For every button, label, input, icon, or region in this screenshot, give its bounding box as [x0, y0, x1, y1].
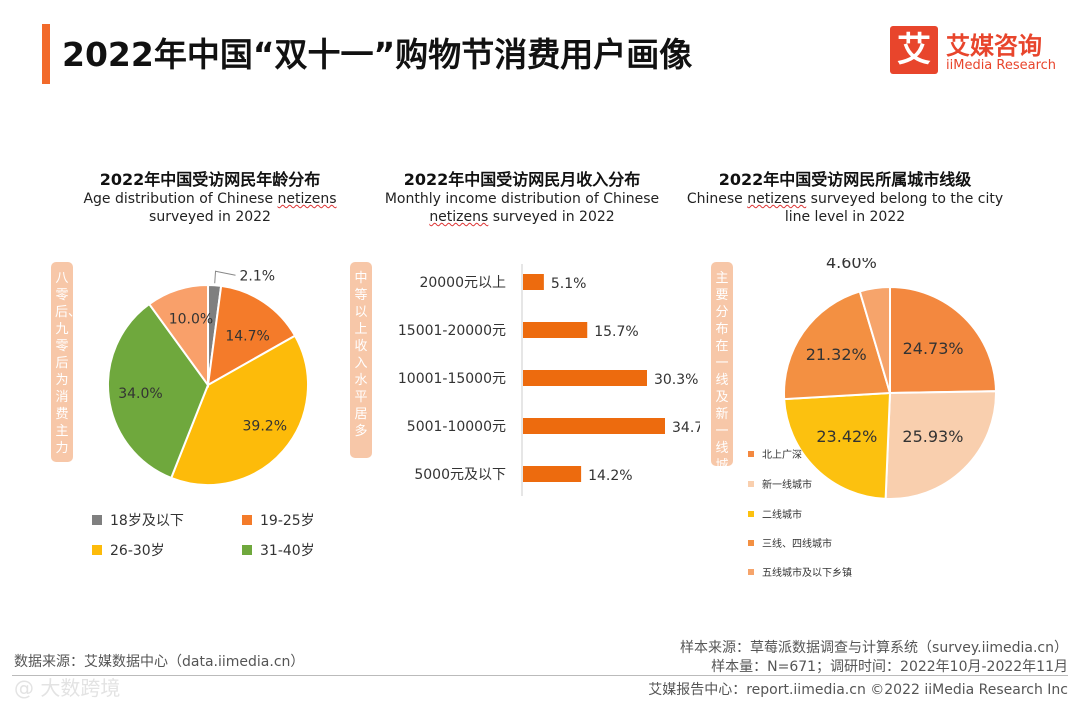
legend-label: 新一线城市	[762, 480, 812, 491]
legend-item: 19-25岁	[242, 510, 315, 530]
logo-text-en: iiMedia Research	[946, 58, 1057, 73]
bar-category-label: 15001-20000元	[398, 323, 506, 339]
legend-label: 18岁及以下	[110, 513, 184, 529]
legend-item: 二线城市	[748, 506, 802, 521]
pie-value-label: 39.2%	[243, 419, 287, 435]
watermark: @ 大数跨境	[14, 676, 121, 700]
pie-slice	[889, 285, 998, 395]
legend-item: 五线城市及以下乡镇	[748, 564, 852, 579]
income-chart-title: 2022年中国受访网民月收入分布 Monthly income distribu…	[372, 166, 672, 226]
city-subtitle-word: netizens	[747, 191, 807, 207]
city-chart-subtitle: Chinese netizens surveyed belong to the …	[680, 190, 1010, 208]
legend-label: 三线、四线城市	[762, 539, 832, 550]
bar-category-label: 5001-10000元	[407, 419, 506, 435]
pie-value-label: 4.60%	[826, 258, 877, 272]
pie-leader-line	[214, 270, 236, 284]
bar	[523, 274, 544, 290]
bar-value-label: 34.7%	[672, 420, 700, 436]
bar-value-label: 30.3%	[654, 372, 698, 388]
city-subtitle-part1b: surveyed belong to the city	[806, 191, 1004, 207]
income-chart-subtitle-line2: netizens surveyed in 2022	[372, 208, 672, 226]
pie-value-label: 21.32%	[806, 345, 867, 364]
city-subtitle-part1: Chinese	[686, 191, 748, 207]
legend-item: 26-30岁	[92, 540, 165, 560]
pie-value-label: 10.0%	[169, 311, 213, 327]
pie-slice	[206, 284, 297, 387]
legend-item: 北上广深	[748, 446, 802, 461]
city-pie-chart: 24.73% 25.93% 23.42% 21.32% 4.60%	[783, 258, 998, 500]
income-chart-subtitle: Monthly income distribution of Chinese	[384, 191, 660, 207]
age-chart-title-cn: 2022年中国受访网民年龄分布	[99, 170, 321, 189]
income-bar-chart: 20000元以上 5.1% 15001-20000元 15.7% 10001-15000…	[398, 264, 700, 496]
age-chart-subtitle-line2: surveyed in 2022	[149, 209, 271, 225]
pie-slice	[858, 285, 891, 394]
legend-label: 19-25岁	[260, 513, 315, 529]
logo-mark: 艾	[890, 26, 938, 74]
bar-value-label: 5.1%	[551, 276, 587, 292]
age-chart-subtitle: Age distribution of Chinese netizens	[60, 190, 360, 208]
legend-swatch	[242, 545, 252, 555]
legend-label: 26-30岁	[110, 543, 165, 559]
footer-divider	[12, 675, 1068, 676]
pie-value-label: 14.7%	[225, 328, 269, 344]
bar	[523, 322, 588, 338]
sample-source: 样本来源：草莓派数据调查与计算系统（survey.iimedia.cn）	[680, 640, 1068, 656]
legend-swatch	[748, 568, 754, 575]
legend-swatch	[748, 539, 754, 546]
age-pie-chart: 2.1% 14.7% 39.2% 34.0% 10.0%	[107, 270, 309, 486]
pie-value-label: 23.42%	[816, 427, 877, 446]
pie-slice	[783, 391, 892, 500]
logo-text-cn: 艾媒咨询	[946, 32, 1042, 60]
pie-value-label: 25.93%	[902, 427, 963, 446]
pie-slice	[884, 390, 997, 500]
pie-slice	[107, 302, 210, 480]
bar-value-label: 14.2%	[588, 468, 632, 484]
legend-swatch	[242, 515, 252, 525]
age-subtitle-part1: Age distribution of Chinese	[83, 191, 278, 207]
iimedia-logo: 艾 艾媒咨询 iiMedia Research	[890, 26, 1070, 82]
legend-swatch	[92, 545, 102, 555]
pie-slice	[169, 334, 309, 486]
pie-value-label: 24.73%	[903, 339, 964, 358]
legend-label: 北上广深	[762, 450, 802, 461]
city-side-note: 主要分布在一线及新一线城市	[711, 262, 733, 490]
bar-category-label: 20000元以上	[419, 275, 506, 291]
bar-category-label: 5000元及以下	[414, 467, 506, 483]
legend-label: 二线城市	[762, 510, 802, 521]
income-subtitle-word: netizens	[429, 209, 489, 225]
report-center: 艾媒报告中心：report.iimedia.cn ©2022 iiMedia R…	[648, 682, 1068, 698]
legend-label: 31-40岁	[260, 543, 315, 559]
income-subtitle-part2: surveyed in 2022	[488, 209, 615, 225]
legend-swatch	[92, 515, 102, 525]
legend-swatch	[748, 480, 754, 487]
pie-slice	[147, 283, 209, 389]
page-title: 2022年中国“双十一”购物节消费用户画像	[62, 35, 693, 74]
pie-slice	[783, 290, 892, 401]
legend-swatch	[748, 510, 754, 517]
age-subtitle-word: netizens	[277, 191, 337, 207]
bar	[523, 418, 665, 434]
age-chart-title: 2022年中国受访网民年龄分布 Age distribution of Chin…	[60, 166, 360, 226]
legend-swatch	[748, 450, 754, 457]
legend-item: 三线、四线城市	[748, 535, 832, 550]
bar	[523, 370, 647, 386]
legend-item: 18岁及以下	[92, 510, 184, 530]
sample-size: 样本量：N=671；调研时间：2022年10月-2022年11月	[711, 659, 1068, 675]
bar	[523, 466, 582, 482]
income-side-note: 中等以上收入水平居多	[350, 262, 372, 458]
title-accent-bar	[42, 24, 50, 84]
bar-value-label: 15.7%	[594, 324, 638, 340]
data-source: 数据来源：艾媒数据中心（data.iimedia.cn）	[14, 654, 305, 670]
city-chart-subtitle-line2: line level in 2022	[784, 209, 906, 225]
city-chart-title-cn: 2022年中国受访网民所属城市线级	[718, 170, 972, 189]
bar-category-label: 10001-15000元	[398, 371, 506, 387]
legend-item: 新一线城市	[748, 476, 812, 491]
pie-value-label: 2.1%	[240, 270, 276, 284]
age-side-note: 八零后、九零后为消费主力	[51, 262, 81, 462]
income-chart-title-cn: 2022年中国受访网民月收入分布	[403, 170, 641, 189]
legend-label: 五线城市及以下乡镇	[762, 568, 852, 579]
pie-value-label: 34.0%	[118, 386, 162, 402]
city-chart-title: 2022年中国受访网民所属城市线级 Chinese netizens surve…	[680, 166, 1010, 226]
legend-item: 31-40岁	[242, 540, 315, 560]
